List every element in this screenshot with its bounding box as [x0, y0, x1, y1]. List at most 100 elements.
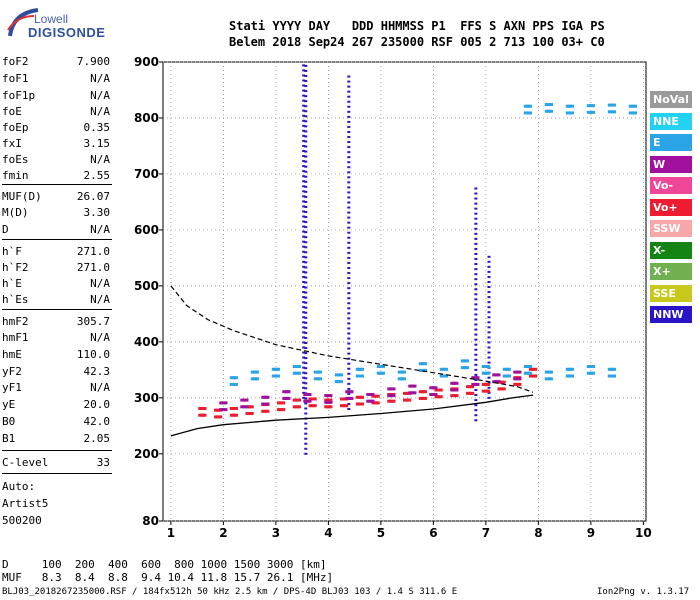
noise-point	[347, 312, 351, 315]
param-separator	[2, 473, 112, 474]
noise-point	[302, 109, 306, 112]
trace-point	[454, 381, 459, 385]
trace-point	[342, 397, 347, 401]
trace-point	[389, 399, 394, 403]
param-row-d: D N/A	[2, 223, 110, 237]
noise-point	[347, 136, 351, 139]
trace-point	[502, 367, 507, 371]
noise-point	[347, 191, 351, 194]
plot-frame	[162, 61, 647, 522]
trace-point	[229, 413, 234, 417]
noise-point	[487, 306, 491, 309]
trace-point	[200, 413, 205, 417]
trace-point	[548, 109, 553, 113]
trace-point	[271, 374, 276, 378]
trace-point	[525, 111, 530, 115]
noise-point	[302, 240, 306, 243]
noise-point	[304, 452, 308, 455]
noise-point	[304, 130, 308, 133]
noise-point	[347, 221, 351, 224]
trace-point	[412, 391, 417, 395]
noise-point	[304, 311, 308, 314]
trace-point	[434, 395, 439, 399]
logo-digisonde-text: DIGISONDE	[28, 25, 106, 40]
trace-point	[216, 408, 221, 412]
trace-point	[462, 359, 467, 363]
trace-point	[517, 370, 522, 374]
param-value: N/A	[90, 89, 110, 102]
trace-point	[324, 400, 329, 404]
noise-point	[304, 165, 308, 168]
trace-point	[546, 370, 551, 374]
noise-point	[302, 326, 306, 329]
trace-point	[513, 382, 518, 386]
trace-point	[422, 362, 427, 366]
trace-point	[607, 374, 612, 378]
trace-point	[434, 388, 439, 392]
param-name: yE	[2, 398, 16, 411]
trace-point	[307, 392, 312, 396]
trace-point	[305, 399, 310, 403]
param-value: 20.0	[83, 398, 111, 411]
trace-point	[202, 413, 207, 417]
trace-point	[548, 370, 553, 374]
trace-point	[441, 374, 446, 378]
trace-point	[326, 394, 331, 398]
trace-point	[254, 377, 259, 381]
noise-point	[304, 160, 308, 163]
noise-point	[347, 337, 351, 340]
noise-point	[302, 306, 306, 309]
param-name: hmF2	[2, 315, 29, 328]
noise-point	[304, 331, 308, 334]
noise-point	[302, 205, 306, 208]
noise-point	[304, 80, 308, 83]
trace-point	[464, 366, 469, 370]
noise-point	[302, 99, 306, 102]
noise-point	[302, 366, 306, 369]
trace-point	[431, 386, 436, 390]
trace-point	[355, 367, 360, 371]
noise-point	[474, 343, 478, 346]
trace-point	[630, 111, 635, 115]
trace-point	[277, 401, 282, 405]
trace-point	[219, 408, 224, 412]
trace-point	[433, 392, 438, 396]
noise-point	[347, 266, 351, 269]
noise-point	[304, 140, 308, 143]
noise-point	[347, 85, 351, 88]
trace-point	[347, 390, 352, 394]
noise-point	[474, 363, 478, 366]
header-labels: Stati YYYY DAY DDD HHMMSS P1 FFS S AXN P…	[229, 19, 605, 33]
param-value: N/A	[90, 331, 110, 344]
trace-point	[523, 365, 528, 369]
noise-point	[347, 151, 351, 154]
trace-point	[496, 373, 501, 377]
noise-point	[304, 251, 308, 254]
trace-point	[567, 367, 572, 371]
trace-point	[439, 374, 444, 378]
trace-point	[420, 362, 425, 366]
param-separator	[2, 239, 112, 240]
noise-point	[302, 119, 306, 122]
param-row-hmf1: hmF1 N/A	[2, 331, 110, 345]
trace-point	[263, 402, 268, 406]
trace-point	[231, 376, 236, 380]
param-name: h`F2	[2, 261, 29, 274]
param-value: 305.7	[76, 315, 110, 328]
x-tick-label: 4	[324, 526, 332, 540]
trace-point	[515, 370, 520, 374]
trace-point	[403, 391, 408, 395]
noise-point	[304, 110, 308, 113]
trace-point	[312, 397, 317, 401]
trace-point	[273, 374, 278, 378]
trace-point	[630, 104, 635, 108]
auto-label: Auto:	[2, 480, 36, 493]
param-row-mufd: MUF(D) 26.07	[2, 190, 110, 204]
noise-point	[347, 161, 351, 164]
trace-point	[405, 391, 410, 395]
noise-point	[304, 69, 308, 72]
noise-point	[304, 195, 308, 198]
noise-point	[302, 301, 306, 304]
noise-point	[474, 187, 478, 190]
